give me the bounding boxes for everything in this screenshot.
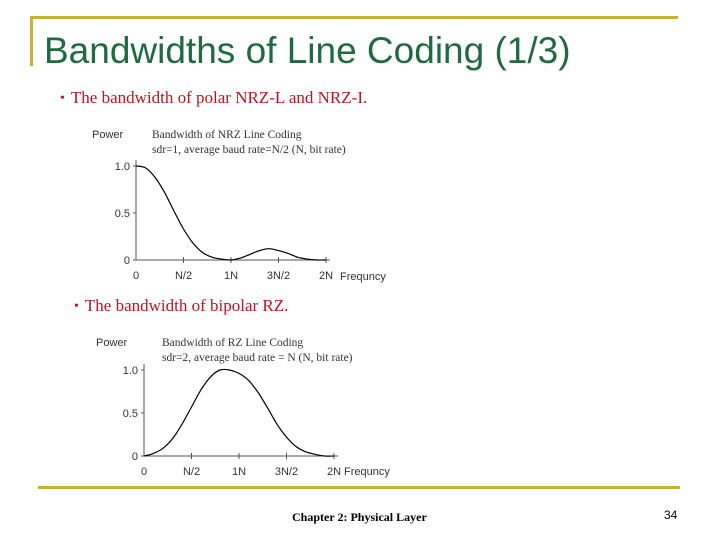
frame-left-line [30, 16, 33, 66]
chart-ylabel: Power [96, 337, 128, 349]
bullet-dot-icon: • [74, 299, 79, 314]
chart-x-tick-label: 2N [319, 270, 333, 282]
chart-ylabel: Power [92, 129, 124, 141]
bullet-rz: • The bandwidth of bipolar RZ. [74, 296, 288, 316]
chart-x-tick-label: 0 [133, 270, 139, 282]
chart-series-line [143, 368, 335, 457]
chart-x-tick-label: 1N [232, 466, 246, 478]
chart-x-tick-label: 3N/2 [275, 466, 298, 478]
bullet-nrz: • The bandwidth of polar NRZ-L and NRZ-I. [60, 88, 367, 108]
chart-subtitle: sdr=2, average baud rate = N (N, bit rat… [162, 352, 353, 364]
chart-x-tick-label: 1N [224, 270, 238, 282]
frame-top-line [30, 16, 678, 19]
bullet-rz-text: The bandwidth of bipolar RZ. [84, 296, 289, 315]
chart-y-tick-label: 0.5 [123, 408, 138, 420]
bullet-nrz-text: The bandwidth of polar NRZ-L and NRZ-I. [70, 88, 368, 107]
slide-footer: Chapter 2: Physical Layer [292, 510, 427, 524]
chart-y-tick-label: 1.0 [115, 161, 130, 173]
chart-xlabel: Frequncy [344, 466, 390, 478]
slide-title: Bandwidths of Line Coding (1/3) [44, 30, 571, 71]
nrz-bandwidth-chart: Power Bandwidth of NRZ Line Coding sdr=1… [92, 129, 386, 283]
chart-series-line [135, 165, 327, 261]
chart-y-tick-label: 0 [132, 451, 138, 463]
chart-subtitle: sdr=1, average baud rate=N/2 (N, bit rat… [152, 144, 346, 156]
page-number: 34 [664, 508, 678, 522]
chart-x-tick-label: N/2 [183, 466, 200, 478]
frame-bottom-line [38, 486, 680, 489]
chart-y-tick-label: 1.0 [123, 365, 138, 377]
chart-title: Bandwidth of RZ Line Coding [162, 337, 303, 349]
chart-title: Bandwidth of NRZ Line Coding [152, 129, 302, 141]
rz-bandwidth-chart: Power Bandwidth of RZ Line Coding sdr=2,… [96, 337, 390, 478]
chart-y-tick-label: 0.5 [115, 208, 130, 220]
chart-y-tick-label: 0 [124, 255, 130, 267]
chart-x-tick-label: 2N [327, 466, 341, 478]
chart-xlabel: Frequncy [340, 271, 386, 283]
chart-x-tick-label: N/2 [175, 270, 192, 282]
bullet-dot-icon: • [60, 91, 65, 106]
chart-x-tick-label: 3N/2 [267, 270, 290, 282]
chart-x-tick-label: 0 [141, 466, 147, 478]
